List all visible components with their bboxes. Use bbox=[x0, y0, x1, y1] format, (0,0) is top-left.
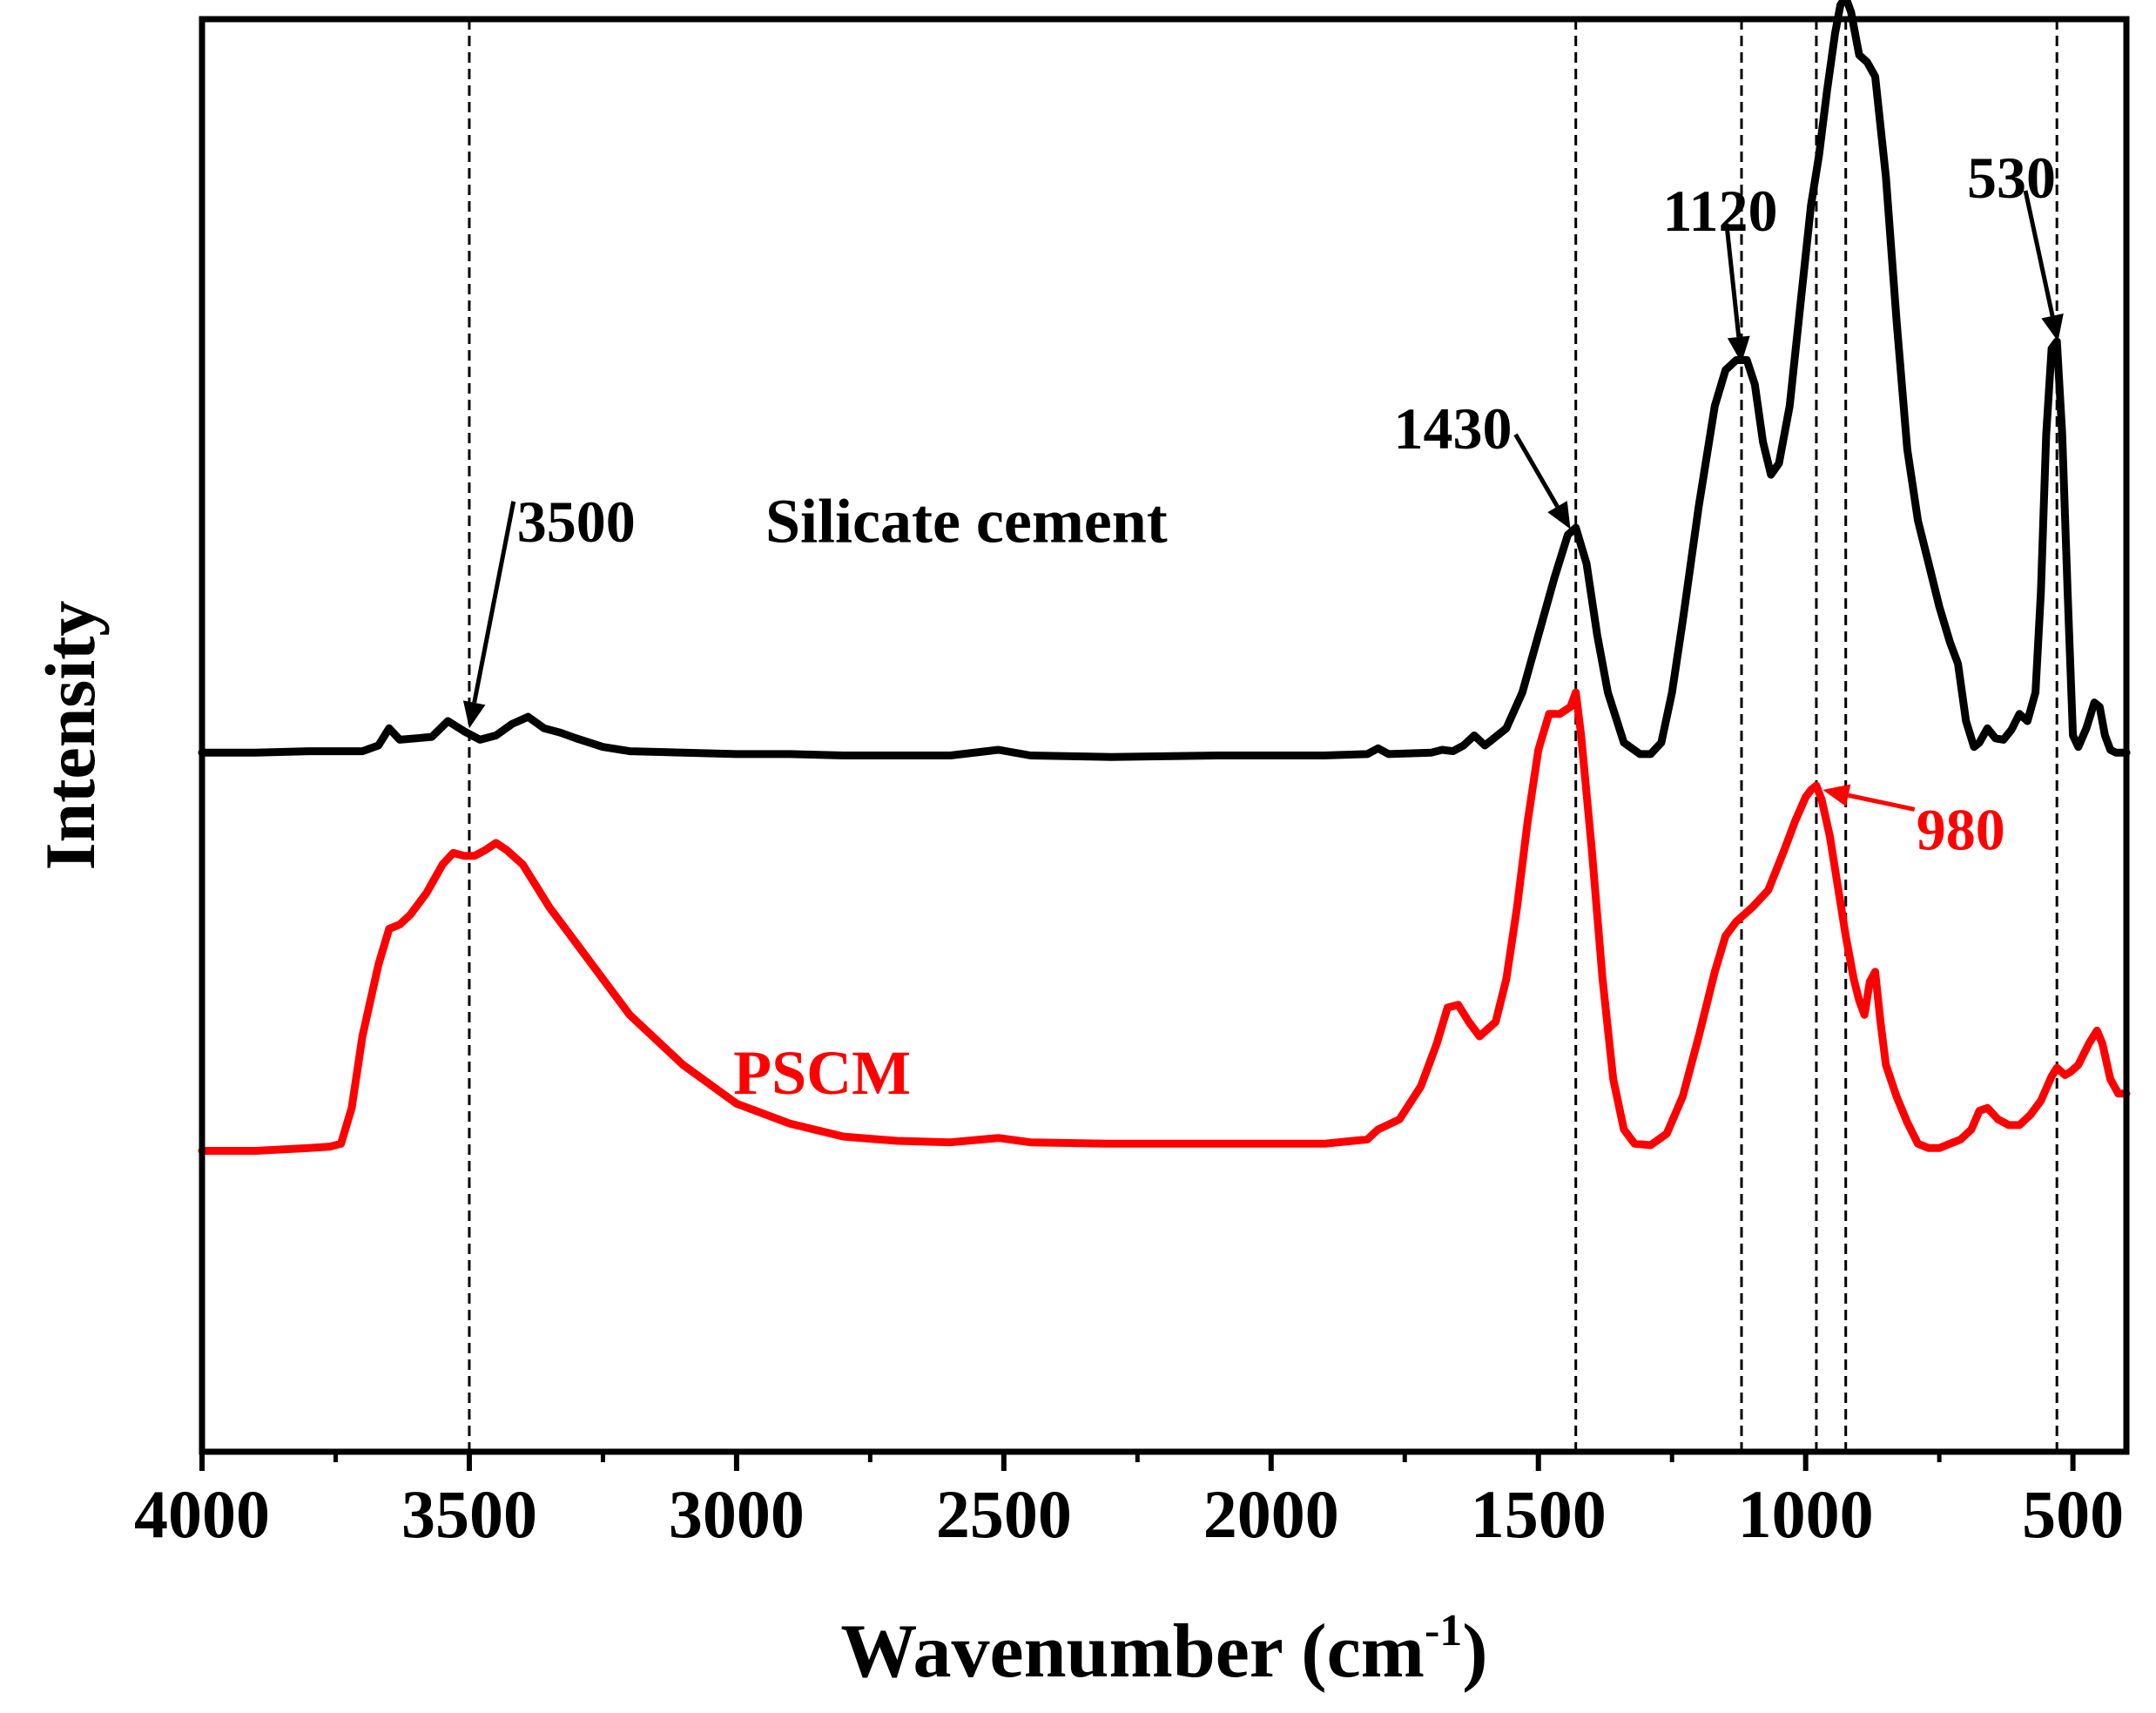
annotation-980-arrow-shaft bbox=[1848, 792, 1916, 812]
series-layer: Silicate cement PSCM bbox=[198, 0, 2131, 1155]
annotation-1430-label: 1430 bbox=[1394, 395, 1513, 462]
x-tick-label-2500: 2500 bbox=[936, 1476, 1072, 1552]
x-tick-label-3000: 3000 bbox=[669, 1476, 805, 1552]
x-tick-label-3500: 3500 bbox=[401, 1476, 537, 1552]
x-axis-label-main: Wavenumber (cm bbox=[840, 1609, 1425, 1694]
annotation-980-arrow-head bbox=[1822, 784, 1851, 806]
annotation-1120-label: 1120 bbox=[1662, 178, 1777, 244]
x-tick-label-2000: 2000 bbox=[1203, 1476, 1339, 1552]
plot-frame bbox=[199, 16, 2130, 1455]
x-axis-label-close: ) bbox=[1462, 1609, 1487, 1694]
annotation-3500-arrow-head bbox=[462, 700, 486, 729]
annotation-530-label: 530 bbox=[1967, 145, 2056, 211]
annotation-3500-label: 3500 bbox=[517, 489, 636, 555]
annotation-530-arrow-head bbox=[2041, 314, 2064, 342]
x-tick-label-1000: 1000 bbox=[1738, 1476, 1874, 1552]
annotation-925-arrow-head bbox=[1842, 0, 1844, 3]
annotation-1430-arrow-head bbox=[1547, 501, 1571, 529]
annotation-1120-arrow-head bbox=[1727, 335, 1750, 363]
y-axis-label: Intensity bbox=[30, 601, 110, 871]
reference-lines bbox=[468, 19, 2058, 1452]
series-line-pscm bbox=[198, 688, 2131, 1155]
peak-annotations: 350014301120925530980 bbox=[462, 0, 2064, 862]
annotation-3500-arrow-shaft bbox=[472, 501, 516, 704]
x-axis-label-superscript: -1 bbox=[1425, 1606, 1462, 1656]
series-label-silicate-cement: Silicate cement bbox=[765, 486, 1168, 556]
series-label-pscm: PSCM bbox=[733, 1038, 911, 1108]
x-tick-label-1500: 1500 bbox=[1471, 1476, 1607, 1552]
annotation-980-label: 980 bbox=[1917, 796, 2005, 862]
x-axis-ticks: 4000 3500 3000 2500 2000 1500 1000 500 bbox=[134, 1452, 2124, 1552]
series-line-silicate-cement bbox=[198, 0, 2131, 761]
x-axis-label: Wavenumber (cm-1) bbox=[840, 1606, 1487, 1694]
x-tick-label-500: 500 bbox=[2022, 1476, 2124, 1552]
annotation-1430-arrow-shaft bbox=[1513, 433, 1560, 508]
annotation-1120-arrow-shaft bbox=[1724, 223, 1742, 338]
annotation-530-arrow-shaft bbox=[2023, 190, 2055, 317]
x-tick-label-4000: 4000 bbox=[134, 1476, 270, 1552]
